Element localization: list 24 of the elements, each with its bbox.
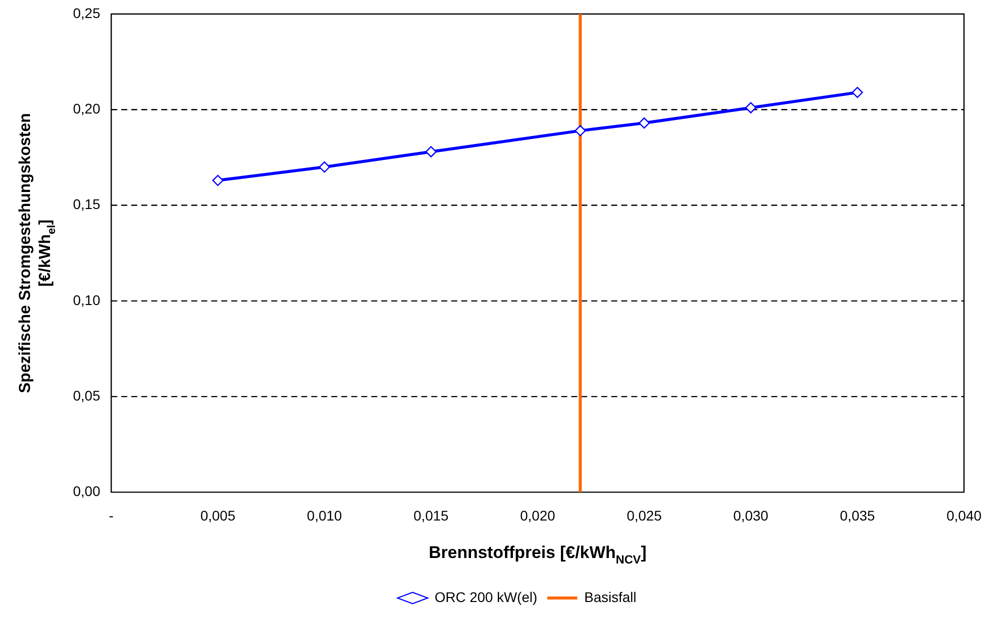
y-tick-label: 0,20 — [73, 100, 100, 116]
legend-label: ORC 200 kW(el) — [434, 588, 538, 605]
x-tick-label: 0,035 — [840, 507, 876, 524]
point — [212, 174, 224, 186]
legend-label: Basisfall — [584, 588, 636, 605]
point — [318, 161, 330, 173]
x-tick-label: 0,030 — [733, 507, 769, 524]
x-tick-label: 0,040 — [946, 507, 982, 524]
x-tick-label: 0,025 — [626, 507, 662, 524]
y-tick-label: 0,00 — [73, 483, 100, 500]
point — [745, 102, 756, 114]
y-tick-label: 0,05 — [73, 387, 100, 404]
y-tick-label: 0,15 — [73, 196, 100, 212]
y-tick-label: 0,25 — [73, 4, 100, 21]
x-tick-label: - — [108, 507, 114, 524]
point — [852, 86, 864, 98]
y-tick-label: 0,10 — [73, 292, 100, 308]
point — [574, 125, 586, 136]
x-tick-label: 0,020 — [520, 507, 556, 524]
point — [638, 117, 650, 129]
point — [425, 146, 437, 158]
x-tick-label: 0,010 — [306, 507, 342, 524]
x-tick-label: 0,015 — [414, 507, 449, 524]
x-tick-label: 0,005 — [200, 507, 236, 524]
